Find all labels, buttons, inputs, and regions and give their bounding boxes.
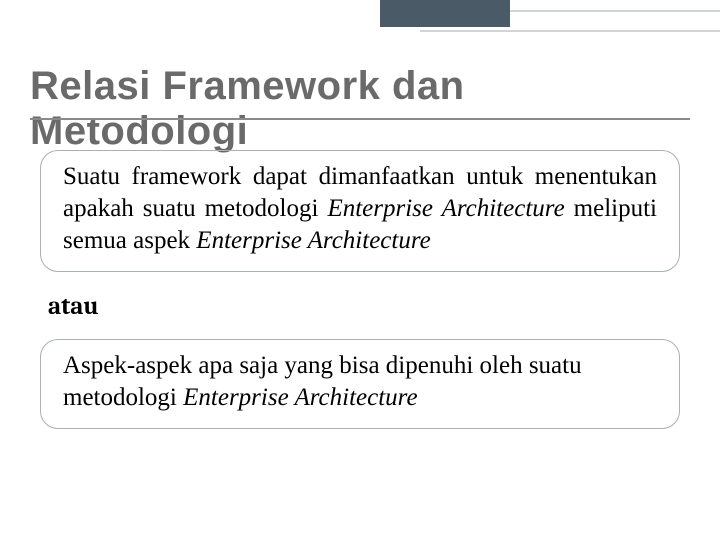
definition-box-1: Suatu framework dapat dimanfaatkan untuk…	[40, 150, 680, 272]
box1-italic-2: Enterprise Architecture	[196, 227, 430, 254]
box2-italic-1: Enterprise Architecture	[183, 384, 417, 411]
corner-decoration	[380, 0, 720, 48]
separator-text: atau	[48, 292, 680, 321]
corner-block	[380, 0, 510, 27]
content-area: Suatu framework dapat dimanfaatkan untuk…	[40, 150, 680, 449]
corner-line-bottom	[420, 30, 720, 32]
slide-title: Relasi Framework dan Metodologi	[30, 64, 690, 154]
title-underline	[30, 118, 690, 120]
box1-italic-1: Enterprise Architecture	[327, 195, 564, 222]
definition-box-2: Aspek-aspek apa saja yang bisa dipenuhi …	[40, 339, 680, 429]
